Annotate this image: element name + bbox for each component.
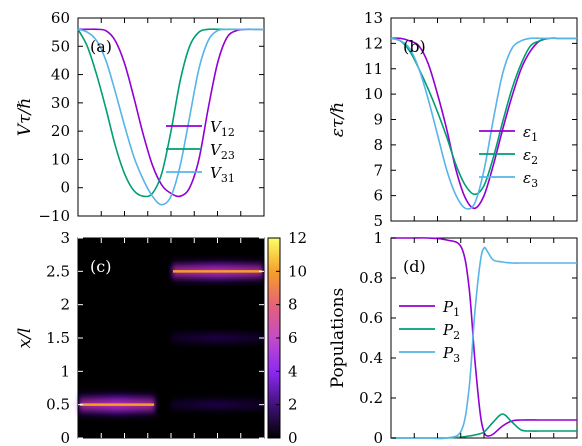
y-tick-label: 3 — [60, 229, 70, 247]
y-tick-label: 11 — [364, 60, 383, 78]
legend-symbol: ε — [523, 123, 531, 141]
legend-subscript: 12 — [221, 126, 235, 139]
colorbar-tick-label: 6 — [288, 329, 298, 347]
legend-label-ε3: ε3 — [523, 169, 538, 190]
panel-label: (b) — [403, 37, 426, 56]
y-tick-label: 20 — [51, 122, 70, 140]
y-tick-label: 0 — [60, 179, 70, 197]
y-axis-label: Populations — [328, 288, 348, 389]
legend-label-V23: V23 — [210, 141, 235, 162]
legend-symbol: V — [210, 141, 223, 159]
series-line-ε3 — [390, 37, 577, 210]
y-tick-label: 2 — [60, 296, 70, 314]
series-line-V12 — [77, 28, 264, 198]
panel-label: (a) — [90, 37, 112, 56]
y-tick-label: 8 — [373, 136, 383, 154]
y-tick-label: 7 — [373, 161, 383, 179]
colorbar-tick-label: 10 — [288, 262, 307, 280]
y-tick-label: 60 — [51, 9, 70, 27]
y-tick-label: 50 — [51, 37, 70, 55]
y-tick-label: −10 — [38, 207, 70, 225]
colorbar-tick-label: 12 — [288, 229, 307, 247]
legend-symbol: V — [210, 118, 223, 136]
y-axis-label: Vτ/ℏ — [15, 98, 35, 136]
y-tick-label: 13 — [364, 9, 383, 27]
y-tick-label: 1 — [60, 362, 70, 380]
panel-label: (d) — [403, 257, 426, 276]
y-tick-label: 12 — [364, 34, 383, 52]
legend-label-V12: V12 — [210, 118, 235, 139]
colorbar-tick-label: 8 — [288, 296, 298, 314]
y-axis-label: x/l — [15, 328, 35, 349]
panel-label: (c) — [90, 257, 111, 276]
y-tick-label: 0.6 — [359, 309, 383, 327]
y-tick-label: 10 — [364, 85, 383, 103]
y-tick-label: 5 — [373, 212, 383, 230]
y-tick-label: 1.5 — [46, 329, 70, 347]
legend-subscript: 3 — [531, 177, 538, 190]
y-tick-label: 0.2 — [359, 389, 383, 407]
y-tick-label: 9 — [373, 111, 383, 129]
legend-symbol: ε — [523, 146, 531, 164]
y-tick-label: 6 — [373, 187, 383, 205]
y-tick-label: 40 — [51, 66, 70, 84]
legend-subscript: 31 — [221, 172, 235, 185]
y-tick-label: 30 — [51, 94, 70, 112]
legend-symbol: V — [210, 164, 223, 182]
legend-subscript: 1 — [531, 131, 538, 144]
heatmap-band — [171, 334, 264, 342]
y-tick-label: 0.4 — [359, 349, 383, 367]
y-tick-label: 0 — [60, 429, 70, 446]
y-tick-label: 2.5 — [46, 262, 70, 280]
legend-label-P2: P2 — [442, 321, 460, 342]
legend-symbol: P — [442, 321, 454, 339]
plot-frame — [77, 17, 265, 217]
legend-symbol: P — [442, 298, 454, 316]
y-tick-label: 0.8 — [359, 269, 383, 287]
legend-subscript: 23 — [221, 149, 235, 162]
heatmap-band — [171, 401, 264, 408]
colorbar-tick-label: 4 — [288, 362, 298, 380]
legend-label-ε1: ε1 — [523, 123, 538, 144]
y-tick-label: 0 — [373, 429, 383, 446]
legend-subscript: 2 — [453, 329, 460, 342]
y-tick-label: 1 — [373, 229, 383, 247]
colorbar-tick-label: 0 — [288, 429, 298, 446]
legend-subscript: 1 — [453, 306, 460, 319]
legend-label-P1: P1 — [442, 298, 460, 319]
legend-subscript: 2 — [531, 154, 538, 167]
colorbar-tick-label: 2 — [288, 396, 298, 414]
panel-c: 0 0.5 1 1.5 2 2.5 3 (c) 0 2 4 6 8 10 12 — [46, 229, 307, 446]
y-axis-label: ετ/ℏ — [328, 102, 348, 137]
series-line-P3 — [390, 246, 577, 440]
legend-label-V31: V31 — [210, 164, 235, 185]
y-tick-label: 10 — [51, 150, 70, 168]
legend-subscript: 3 — [453, 352, 460, 365]
legend-symbol: P — [442, 344, 454, 362]
series-line-V31 — [77, 28, 264, 206]
y-tick-label: 0.5 — [46, 396, 70, 414]
legend-label-P3: P3 — [442, 344, 460, 365]
legend-label-ε2: ε2 — [523, 146, 538, 167]
legend-symbol: ε — [523, 169, 531, 187]
